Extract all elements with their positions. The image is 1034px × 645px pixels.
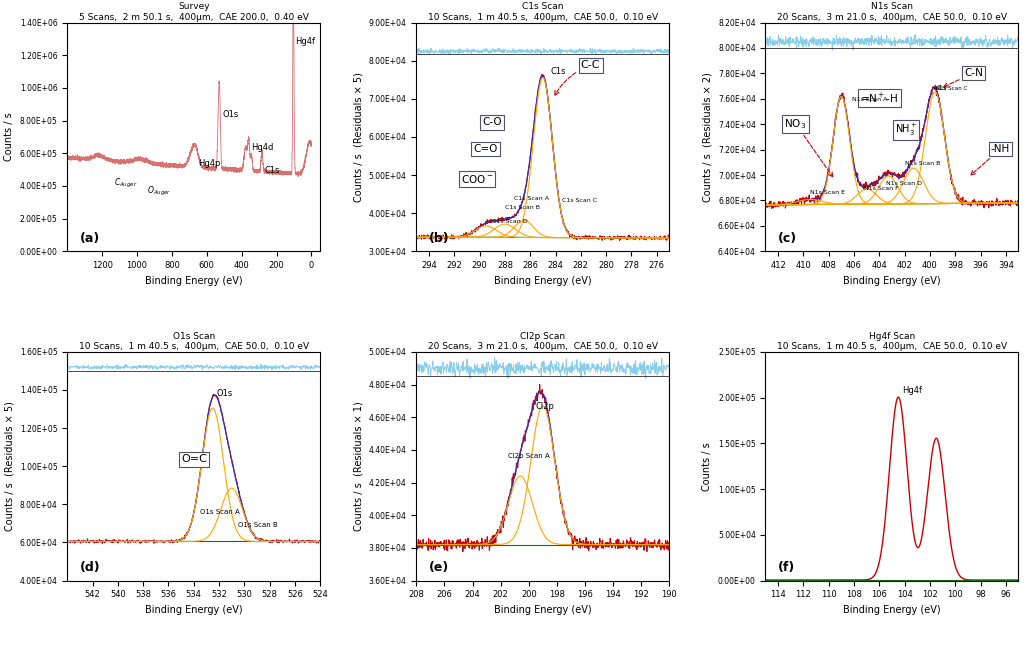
Text: C1s Scan C: C1s Scan C xyxy=(561,197,597,203)
Text: C-C: C-C xyxy=(555,60,601,95)
X-axis label: Binding Energy (eV): Binding Energy (eV) xyxy=(843,605,941,615)
Text: Hg4f: Hg4f xyxy=(902,386,922,395)
Text: C-O: C-O xyxy=(482,117,501,128)
Text: O1s Scan B: O1s Scan B xyxy=(238,522,278,528)
Y-axis label: Counts / s  (Residuals × 2): Counts / s (Residuals × 2) xyxy=(702,72,712,202)
Text: N1s Scan D: N1s Scan D xyxy=(886,181,921,186)
Text: Cl2p: Cl2p xyxy=(536,402,554,411)
Text: -NH: -NH xyxy=(971,144,1010,175)
Text: C=O: C=O xyxy=(474,144,497,154)
Text: O1s: O1s xyxy=(216,389,233,398)
Text: N1s Scan C: N1s Scan C xyxy=(936,86,968,91)
Title: N1s Scan
20 Scans,  3 m 21.0 s,  400μm,  CAE 50.0,  0.10 eV: N1s Scan 20 Scans, 3 m 21.0 s, 400μm, CA… xyxy=(777,3,1007,22)
Y-axis label: Counts / s: Counts / s xyxy=(702,442,712,491)
Text: O1s: O1s xyxy=(222,110,239,119)
Text: (a): (a) xyxy=(80,232,100,245)
Text: $O_{Auger}$: $O_{Auger}$ xyxy=(148,184,172,198)
Text: Cl2p Scan A: Cl2p Scan A xyxy=(508,453,549,459)
Y-axis label: Counts / s  (Residuals × 5): Counts / s (Residuals × 5) xyxy=(4,401,14,531)
Text: NO$_3$: NO$_3$ xyxy=(785,117,832,177)
Text: C1s: C1s xyxy=(550,67,566,76)
Text: COO$^-$: COO$^-$ xyxy=(460,173,493,184)
Text: N1s: N1s xyxy=(934,85,947,91)
Text: C-N: C-N xyxy=(944,68,983,87)
Text: Hg4f: Hg4f xyxy=(295,37,315,46)
Text: (d): (d) xyxy=(80,561,100,574)
Text: C1s Scan B: C1s Scan B xyxy=(505,205,540,210)
Text: O1s Scan A: O1s Scan A xyxy=(200,509,240,515)
Text: (c): (c) xyxy=(779,232,797,245)
Text: C1s Scan D: C1s Scan D xyxy=(492,219,528,224)
Text: N1s Scan B: N1s Scan B xyxy=(905,161,940,166)
Text: (e): (e) xyxy=(429,561,449,574)
Y-axis label: Counts / s  (Residuals × 1): Counts / s (Residuals × 1) xyxy=(354,401,363,531)
X-axis label: Binding Energy (eV): Binding Energy (eV) xyxy=(843,275,941,286)
Title: Survey
5 Scans,  2 m 50.1 s,  400μm,  CAE 200.0,  0.40 eV: Survey 5 Scans, 2 m 50.1 s, 400μm, CAE 2… xyxy=(79,3,308,22)
Text: C1s: C1s xyxy=(265,166,280,175)
Y-axis label: Counts / s: Counts / s xyxy=(4,112,14,161)
Text: (f): (f) xyxy=(779,561,795,574)
Text: =N$^+$-H: =N$^+$-H xyxy=(860,92,899,104)
Text: O=C: O=C xyxy=(181,454,207,464)
X-axis label: Binding Energy (eV): Binding Energy (eV) xyxy=(494,275,591,286)
Title: O1s Scan
10 Scans,  1 m 40.5 s,  400μm,  CAE 50.0,  0.10 eV: O1s Scan 10 Scans, 1 m 40.5 s, 400μm, CA… xyxy=(79,332,309,351)
Text: N1s Scan F: N1s Scan F xyxy=(864,186,899,192)
X-axis label: Binding Energy (eV): Binding Energy (eV) xyxy=(494,605,591,615)
Title: Hg4f Scan
10 Scans,  1 m 40.5 s,  400μm,  CAE 50.0,  0.10 eV: Hg4f Scan 10 Scans, 1 m 40.5 s, 400μm, C… xyxy=(777,332,1007,351)
Title: Cl2p Scan
20 Scans,  3 m 21.0 s,  400μm,  CAE 50.0,  0.10 eV: Cl2p Scan 20 Scans, 3 m 21.0 s, 400μm, C… xyxy=(428,332,658,351)
Text: Hg4p: Hg4p xyxy=(199,159,220,168)
X-axis label: Binding Energy (eV): Binding Energy (eV) xyxy=(145,605,243,615)
Y-axis label: Counts / s  (Residuals × 5): Counts / s (Residuals × 5) xyxy=(354,72,363,202)
Text: Hg4d: Hg4d xyxy=(251,143,273,152)
Text: (b): (b) xyxy=(429,232,450,245)
Text: C1s Scan A: C1s Scan A xyxy=(514,196,549,201)
Text: $C_{Auger}$: $C_{Auger}$ xyxy=(115,177,138,190)
Text: N1s Scan E: N1s Scan E xyxy=(810,190,845,195)
Text: N1s Scan A: N1s Scan A xyxy=(852,97,887,103)
Title: C1s Scan
10 Scans,  1 m 40.5 s,  400μm,  CAE 50.0,  0.10 eV: C1s Scan 10 Scans, 1 m 40.5 s, 400μm, CA… xyxy=(428,3,658,22)
X-axis label: Binding Energy (eV): Binding Energy (eV) xyxy=(145,275,243,286)
Text: NH$_3^+$: NH$_3^+$ xyxy=(894,122,917,138)
